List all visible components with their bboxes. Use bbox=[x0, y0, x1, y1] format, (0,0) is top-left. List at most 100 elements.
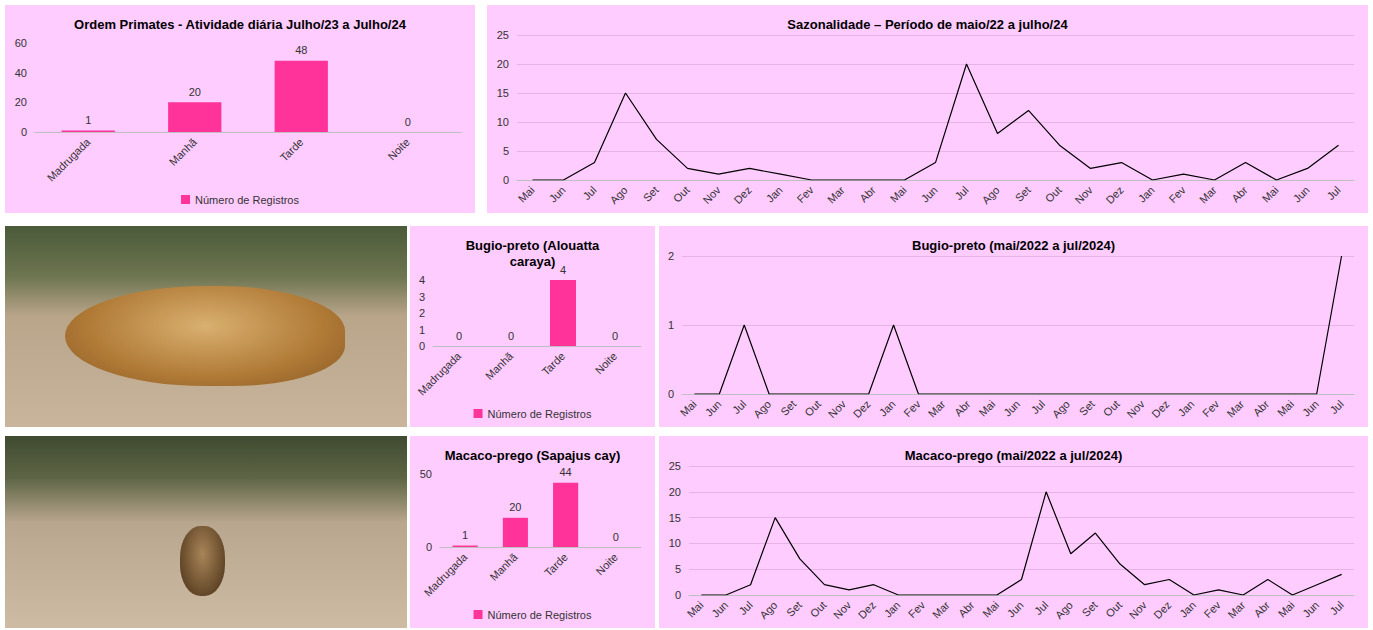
svg-text:Abr: Abr bbox=[1229, 184, 1250, 205]
svg-text:Madrugada: Madrugada bbox=[45, 135, 93, 183]
svg-text:2: 2 bbox=[419, 307, 425, 319]
svg-text:0: 0 bbox=[675, 589, 681, 601]
svg-text:Jan: Jan bbox=[1136, 184, 1157, 205]
svg-text:Jul: Jul bbox=[1327, 398, 1345, 416]
svg-text:Bugio-preto (Alouatta: Bugio-preto (Alouatta bbox=[466, 238, 600, 253]
svg-text:Dez: Dez bbox=[1151, 599, 1173, 621]
svg-text:Número de Registros: Número de Registros bbox=[488, 408, 592, 420]
svg-text:Manhã: Manhã bbox=[483, 349, 516, 382]
svg-text:Set: Set bbox=[778, 398, 798, 418]
svg-text:Tarde: Tarde bbox=[542, 551, 570, 579]
svg-text:Mai: Mai bbox=[980, 599, 1001, 620]
svg-text:Jan: Jan bbox=[1175, 398, 1196, 419]
svg-text:Jun: Jun bbox=[1300, 599, 1321, 620]
svg-text:Mai: Mai bbox=[516, 184, 537, 205]
svg-text:Dez: Dez bbox=[731, 184, 753, 206]
svg-text:Jun: Jun bbox=[547, 184, 568, 205]
svg-text:Jul: Jul bbox=[730, 398, 748, 416]
svg-text:60: 60 bbox=[15, 37, 27, 49]
svg-text:Noite: Noite bbox=[593, 350, 620, 377]
svg-text:Ago: Ago bbox=[1053, 599, 1075, 621]
svg-text:Manhã: Manhã bbox=[167, 135, 200, 168]
svg-text:15: 15 bbox=[497, 87, 509, 99]
svg-text:40: 40 bbox=[15, 67, 27, 79]
svg-text:caraya): caraya) bbox=[510, 254, 556, 269]
svg-text:Noite: Noite bbox=[385, 136, 412, 163]
svg-text:Out: Out bbox=[808, 599, 829, 620]
svg-text:Noite: Noite bbox=[593, 551, 620, 578]
svg-text:Fev: Fev bbox=[1201, 598, 1223, 620]
svg-text:Mai: Mai bbox=[1260, 184, 1281, 205]
svg-text:Mai: Mai bbox=[888, 184, 909, 205]
svg-text:4: 4 bbox=[560, 264, 566, 276]
svg-text:Mar: Mar bbox=[1226, 599, 1248, 621]
svg-text:Jul: Jul bbox=[736, 599, 754, 617]
svg-text:Out: Out bbox=[1103, 599, 1124, 620]
svg-text:Ago: Ago bbox=[757, 599, 779, 621]
svg-text:1: 1 bbox=[668, 319, 674, 331]
svg-text:Mai: Mai bbox=[685, 599, 706, 620]
svg-text:Sazonalidade – Período de maio: Sazonalidade – Período de maio/22 a julh… bbox=[787, 17, 1068, 32]
svg-text:Set: Set bbox=[784, 599, 804, 619]
svg-text:Abr: Abr bbox=[952, 398, 973, 419]
svg-text:Dez: Dez bbox=[1149, 398, 1171, 420]
svg-text:Set: Set bbox=[1013, 184, 1033, 204]
svg-text:Fev: Fev bbox=[1200, 397, 1222, 419]
svg-text:Nov: Nov bbox=[1127, 598, 1150, 621]
svg-text:Jan: Jan bbox=[764, 184, 785, 205]
svg-text:Jan: Jan bbox=[882, 599, 903, 620]
svg-text:Mar: Mar bbox=[825, 184, 847, 206]
svg-text:Dez: Dez bbox=[1103, 184, 1125, 206]
svg-text:5: 5 bbox=[675, 563, 681, 575]
svg-text:Out: Out bbox=[1101, 398, 1122, 419]
svg-text:2: 2 bbox=[668, 250, 674, 262]
svg-text:Jun: Jun bbox=[1005, 599, 1026, 620]
svg-text:Mar: Mar bbox=[1197, 184, 1219, 206]
svg-text:0: 0 bbox=[419, 340, 425, 352]
svg-text:Número de Registros: Número de Registros bbox=[195, 194, 299, 206]
svg-text:Mai: Mai bbox=[1275, 398, 1296, 419]
svg-text:Nov: Nov bbox=[1072, 183, 1095, 206]
svg-text:Ago: Ago bbox=[1050, 398, 1072, 420]
svg-text:20: 20 bbox=[509, 501, 521, 513]
svg-text:Tarde: Tarde bbox=[278, 136, 306, 164]
svg-text:Fev: Fev bbox=[1166, 183, 1188, 205]
svg-text:Jan: Jan bbox=[1177, 599, 1198, 620]
svg-text:Nov: Nov bbox=[826, 397, 849, 420]
svg-text:Tarde: Tarde bbox=[539, 350, 567, 378]
svg-text:Out: Out bbox=[671, 184, 692, 205]
svg-text:Dez: Dez bbox=[851, 398, 873, 420]
svg-text:4: 4 bbox=[419, 274, 425, 286]
svg-text:Abr: Abr bbox=[1251, 398, 1272, 419]
svg-text:Set: Set bbox=[1079, 599, 1099, 619]
svg-text:0: 0 bbox=[613, 531, 619, 543]
svg-text:Abr: Abr bbox=[1251, 599, 1272, 620]
svg-text:10: 10 bbox=[669, 537, 681, 549]
svg-text:Jun: Jun bbox=[919, 184, 940, 205]
svg-text:Jan: Jan bbox=[877, 398, 898, 419]
svg-text:Nov: Nov bbox=[831, 598, 854, 621]
svg-text:1: 1 bbox=[85, 114, 91, 126]
svg-text:Nov: Nov bbox=[1124, 397, 1147, 420]
svg-text:Mai: Mai bbox=[976, 398, 997, 419]
svg-text:20: 20 bbox=[189, 86, 201, 98]
svg-text:Jul: Jul bbox=[952, 184, 970, 202]
svg-text:Nov: Nov bbox=[700, 183, 723, 206]
svg-text:1: 1 bbox=[419, 324, 425, 336]
svg-text:Macaco-prego (mai/2022 a jul/2: Macaco-prego (mai/2022 a jul/2024) bbox=[905, 448, 1122, 463]
svg-text:Set: Set bbox=[1077, 398, 1097, 418]
svg-text:Ago: Ago bbox=[979, 184, 1001, 206]
svg-text:Jun: Jun bbox=[1300, 398, 1321, 419]
svg-text:Abr: Abr bbox=[857, 184, 878, 205]
svg-text:Jun: Jun bbox=[709, 599, 730, 620]
svg-text:5: 5 bbox=[503, 145, 509, 157]
svg-text:3: 3 bbox=[419, 291, 425, 303]
svg-text:0: 0 bbox=[21, 126, 27, 138]
svg-text:Macaco-prego (Sapajus cay): Macaco-prego (Sapajus cay) bbox=[445, 448, 621, 463]
svg-text:50: 50 bbox=[420, 468, 432, 480]
svg-text:0: 0 bbox=[405, 116, 411, 128]
svg-text:1: 1 bbox=[462, 529, 468, 541]
svg-text:Abr: Abr bbox=[956, 599, 977, 620]
svg-text:Jun: Jun bbox=[1291, 184, 1312, 205]
svg-text:Ago: Ago bbox=[751, 398, 773, 420]
